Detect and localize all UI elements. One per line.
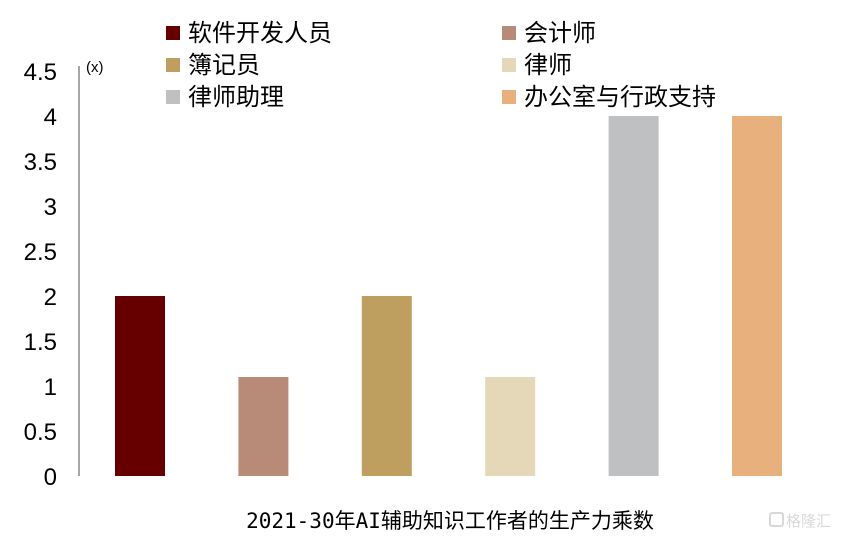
y-tick-label: 0 [44,464,57,491]
y-tick-label: 1 [44,374,57,401]
unit-label: (x) [86,59,104,76]
legend-swatch [166,26,180,40]
legend-swatch [502,58,516,72]
svg-text:格隆汇: 格隆汇 [786,512,831,530]
legend-label: 律师 [524,51,572,79]
bar-3 [361,296,412,476]
bar-2 [238,377,289,476]
y-tick-label: 4 [44,104,57,131]
y-tick-label: 2 [44,284,57,311]
legend-swatch [502,90,516,104]
bar-5 [608,116,659,476]
legend-swatch [166,90,180,104]
legend-item: 会计师 [502,19,596,47]
watermark-logo: 格隆汇 [769,512,831,530]
legend-item: 软件开发人员 [166,19,332,47]
bar-1 [115,296,165,476]
legend-label: 软件开发人员 [188,19,332,47]
y-tick-label: 4.5 [24,59,57,86]
y-tick-label: 3.5 [24,149,57,176]
bar-6 [732,116,782,476]
x-axis-label: 2021-30年AI辅助知识工作者的生产力乘数 [246,509,654,533]
bar-4 [485,377,536,476]
legend-item: 律师助理 [166,83,284,111]
legend-swatch [502,26,516,40]
y-tick-label: 1.5 [24,329,57,356]
legend-label: 律师助理 [188,83,284,111]
legend-item: 办公室与行政支持 [502,83,716,111]
legend-swatch [166,58,180,72]
y-tick-label: 2.5 [24,239,57,266]
legend-item: 律师 [502,51,572,79]
legend-label: 簿记员 [188,51,260,79]
legend-label: 会计师 [524,19,596,47]
y-tick-label: 3 [44,194,57,221]
legend-item: 簿记员 [166,51,260,79]
y-tick-label: 0.5 [24,419,57,446]
legend-label: 办公室与行政支持 [524,83,716,111]
